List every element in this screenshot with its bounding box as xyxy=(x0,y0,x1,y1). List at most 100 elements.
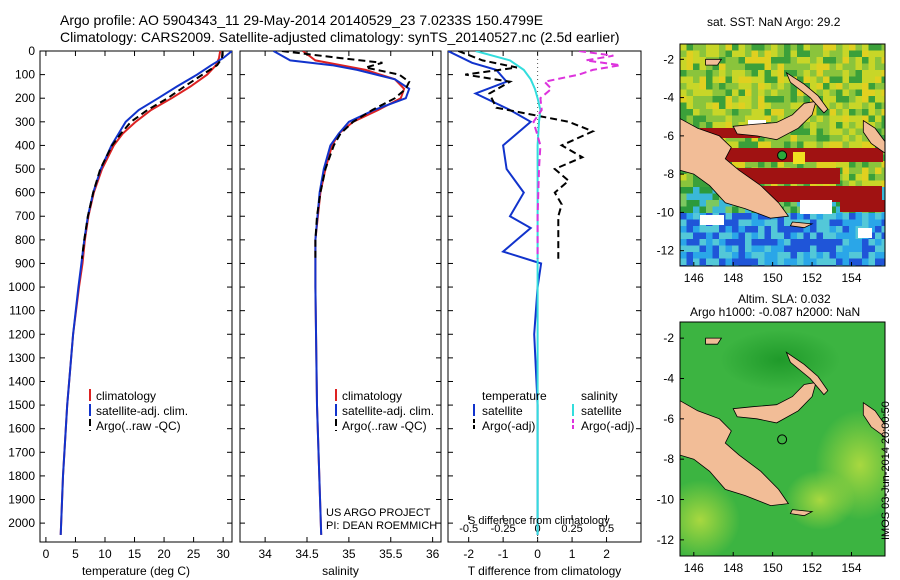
x-tick-label: 20 xyxy=(157,547,171,561)
series-line-s-satellite xyxy=(475,51,542,535)
y-tick-label: 1200 xyxy=(8,327,35,341)
y-tick-label: 1600 xyxy=(8,422,35,436)
x-tick-label: 10 xyxy=(98,547,112,561)
missing-data xyxy=(700,215,724,225)
legend-label: Argo(-adj) xyxy=(581,419,634,433)
land-polygon xyxy=(789,221,814,229)
warm-band xyxy=(700,128,760,138)
series-line-argo-raw-qc- xyxy=(281,51,411,259)
sst-info-label: sat. SST: NaN Argo: 29.2 xyxy=(707,15,841,29)
land-polygon xyxy=(680,118,790,219)
map-x-tick-label: 152 xyxy=(802,271,822,285)
x-axis-label: T difference from climatology xyxy=(468,564,622,578)
land-polygon xyxy=(732,382,817,424)
argo-position-marker xyxy=(777,434,788,445)
profile-panel-2: 34 34.5 35 35.5 36 salinity climatologysatelli… xyxy=(239,50,442,578)
s-tick-label: -0.25 xyxy=(491,523,516,535)
y-tick-label: 400 xyxy=(15,138,35,152)
land-polygon xyxy=(862,401,885,438)
legend-label: Argo(..raw -QC) xyxy=(96,419,181,433)
map-x-tick-label: 154 xyxy=(841,271,861,285)
map-x-tick-label: 150 xyxy=(763,561,783,575)
x-tick-label: 34 xyxy=(258,547,272,561)
x-tick-label: 1 xyxy=(569,547,576,561)
s-tick-label: 0.25 xyxy=(561,523,582,535)
argo-height-label: Argo h1000: -0.087 h2000: NaN xyxy=(690,305,861,319)
land-polygon xyxy=(705,337,723,345)
warm-band xyxy=(840,200,885,212)
map-y-tick-label: -4 xyxy=(663,371,674,385)
legend-label: Argo(-adj) xyxy=(482,419,535,433)
attribution-line-2: PI: DEAN ROEMMICH xyxy=(326,520,437,532)
y-tick-label: 1300 xyxy=(8,351,35,365)
map-x-tick-label: 152 xyxy=(802,561,822,575)
panel-frame xyxy=(239,50,442,543)
s-tick-label: -0.5 xyxy=(459,523,478,535)
missing-data xyxy=(858,228,872,238)
series-line-t-argo-adj- xyxy=(457,51,596,259)
warm-band xyxy=(752,186,882,202)
x-tick-label: 36 xyxy=(426,547,440,561)
map-frame xyxy=(679,43,886,267)
y-tick-label: 900 xyxy=(15,256,35,270)
map-frame xyxy=(679,321,886,557)
sla-info-label: Altim. SLA: 0.032 xyxy=(738,292,831,306)
map-x-tick-label: 150 xyxy=(763,271,783,285)
figure-title-line-2: Climatology: CARS2009. Satellite-adjuste… xyxy=(60,29,620,45)
x-tick-label: 2 xyxy=(603,547,610,561)
x-tick-label: 35.5 xyxy=(379,547,403,561)
map-y-tick-label: -2 xyxy=(663,52,674,66)
sla-map: 146 148 150 152 154 -2 -4 -6 -8 -10 -12 xyxy=(657,321,886,575)
x-tick-label: 35 xyxy=(342,547,356,561)
figure-title-line-1: Argo profile: AO 5904343_11 29-May-2014 … xyxy=(60,12,544,28)
series-group xyxy=(448,51,621,535)
map-y-tick-label: -8 xyxy=(663,452,674,466)
y-tick-label: 1000 xyxy=(8,280,35,294)
y-tick-label: 100 xyxy=(15,68,35,82)
y-tick-label: 700 xyxy=(15,209,35,223)
attribution-line-1: US ARGO PROJECT xyxy=(326,507,431,519)
map-x-tick-label: 148 xyxy=(723,561,743,575)
panel-frame xyxy=(39,50,233,543)
map-y-tick-label: -10 xyxy=(657,493,675,507)
map-y-tick-label: -12 xyxy=(657,533,675,547)
legend-label: climatology xyxy=(96,389,156,403)
sla-high xyxy=(680,480,740,556)
x-tick-label: 0 xyxy=(43,547,50,561)
x-tick-label: -1 xyxy=(498,547,509,561)
x-tick-label: 34.5 xyxy=(295,547,319,561)
legend-header-salinity: salinity xyxy=(581,389,618,403)
map-content xyxy=(680,322,885,556)
warm-spot xyxy=(793,152,805,164)
x-tick-label: 15 xyxy=(128,547,142,561)
y-tick-label: 1500 xyxy=(8,398,35,412)
map-y-tick-label: -6 xyxy=(663,129,674,143)
legend-header-temperature: temperature xyxy=(482,389,547,403)
map-x-tick-label: 154 xyxy=(841,561,861,575)
x-tick-label: -2 xyxy=(463,547,474,561)
y-tick-label: 2000 xyxy=(8,516,35,530)
land-polygon xyxy=(789,509,814,517)
map-content xyxy=(680,44,885,266)
y-tick-label: 300 xyxy=(15,115,35,129)
s-difference-label: S difference from climatology xyxy=(468,515,610,527)
sla-low xyxy=(720,330,840,390)
panel-frame xyxy=(447,50,642,543)
series-line-satellite-adj-clim- xyxy=(59,51,232,535)
legend-label: satellite-adj. clim. xyxy=(342,404,434,418)
map-x-tick-label: 146 xyxy=(684,561,704,575)
y-tick-label: 800 xyxy=(15,233,35,247)
y-tick-label: 200 xyxy=(15,91,35,105)
y-tick-label: 600 xyxy=(15,186,35,200)
legend-label: satellite-adj. clim. xyxy=(96,404,188,418)
legend-label: satellite xyxy=(581,404,622,418)
y-tick-label: 0 xyxy=(28,44,35,58)
map-x-tick-label: 148 xyxy=(723,271,743,285)
legend-label: climatology xyxy=(342,389,402,403)
sst-map: 146 148 150 152 154 -2 -4 -6 -8 -10 -12 xyxy=(657,43,886,285)
y-tick-label: 1400 xyxy=(8,374,35,388)
land-polygon xyxy=(705,58,723,66)
y-tick-label: 1100 xyxy=(9,304,35,318)
legend-label: satellite xyxy=(482,404,523,418)
